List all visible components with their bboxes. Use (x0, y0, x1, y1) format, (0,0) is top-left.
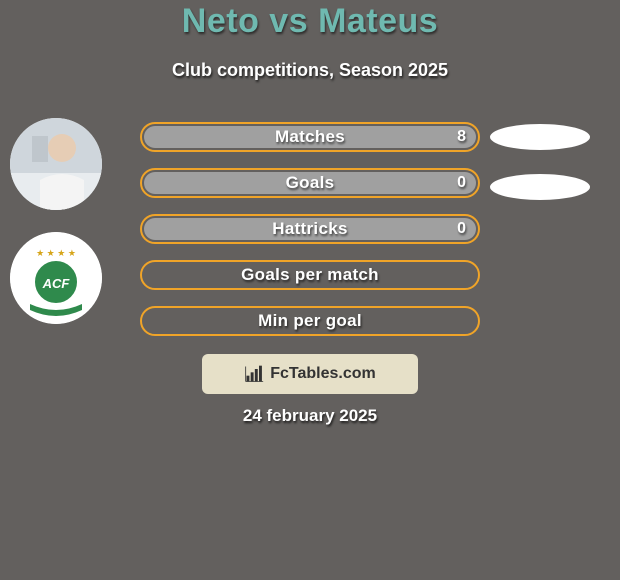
source-logo: FcTables.com (202, 354, 418, 394)
player1-name: Neto (182, 2, 260, 40)
stat-bar-label: Goals (142, 170, 478, 196)
subtitle: Club competitions, Season 2025 (0, 60, 620, 81)
stat-bar: Goals0 (140, 168, 480, 198)
source-logo-text: FcTables.com (270, 365, 376, 383)
ellipse-shape (490, 124, 590, 150)
stat-bar-label: Min per goal (142, 308, 478, 334)
ellipse-shape (490, 174, 590, 200)
badge-initials: ACF (42, 276, 71, 291)
player-photo-placeholder (10, 118, 102, 210)
date-label: 24 february 2025 (0, 406, 620, 426)
club-badge-svg: ★ ★ ★ ★ ACF (10, 232, 102, 324)
club-badge: ★ ★ ★ ★ ACF (10, 232, 102, 324)
stat-bars: Matches8Goals0Hattricks0Goals per matchM… (140, 122, 480, 352)
comparison-card: Neto vs Mateus Club competitions, Season… (0, 0, 620, 580)
player-avatar (10, 118, 102, 210)
stat-bar-value: 0 (457, 170, 466, 196)
stat-bar-label: Matches (142, 124, 478, 150)
stat-bar-value: 0 (457, 216, 466, 242)
right-ellipse-column (490, 122, 610, 224)
stat-bar-label: Goals per match (142, 262, 478, 288)
stat-bar-value: 8 (457, 124, 466, 150)
stat-bar: Goals per match (140, 260, 480, 290)
avatar-column: ★ ★ ★ ★ ACF (10, 118, 120, 346)
page-title: Neto vs Mateus (0, 2, 620, 41)
badge-stars: ★ ★ ★ ★ (36, 248, 76, 258)
stat-bar: Min per goal (140, 306, 480, 336)
stat-bar-label: Hattricks (142, 216, 478, 242)
bar-chart-icon (244, 364, 264, 384)
player2-name: Mateus (318, 2, 438, 40)
vs-separator: vs (269, 2, 308, 40)
stat-bar: Matches8 (140, 122, 480, 152)
stat-bar: Hattricks0 (140, 214, 480, 244)
